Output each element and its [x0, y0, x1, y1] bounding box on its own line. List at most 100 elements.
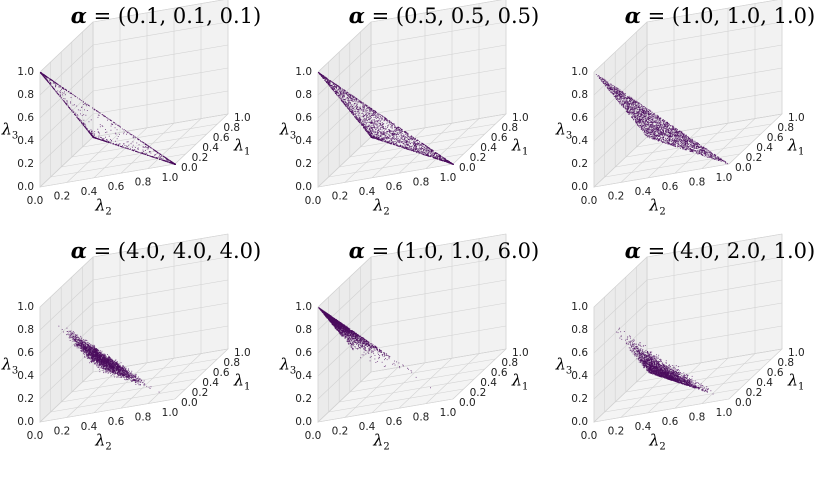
x-tick-label: 0.6: [213, 367, 230, 379]
y-tick-label: 0.6: [662, 181, 679, 193]
x-tick-label: 0.2: [746, 387, 763, 399]
y-tick-label: 0.8: [413, 412, 430, 424]
y-tick-label: 0.8: [689, 177, 706, 189]
x-tick-label: 0.8: [223, 357, 240, 369]
z-tick-label: 0.8: [295, 324, 312, 336]
y-tick-label: 0.4: [635, 186, 652, 198]
y-tick-label: 1.0: [162, 172, 179, 184]
subplot-title: α = (1.0, 1.0, 1.0): [625, 3, 815, 28]
y-tick-label: 1.0: [440, 407, 457, 419]
subplot-4: 0.00.00.20.20.20.40.40.40.60.60.60.80.80…: [1, 233, 261, 453]
y-tick-label: 0.4: [81, 186, 98, 198]
subplot-title: α = (0.1, 0.1, 0.1): [71, 3, 261, 28]
z-tick-label: 0.6: [571, 112, 588, 124]
x-tick-label: 0.4: [202, 377, 219, 389]
z-tick-label: 1.0: [295, 66, 312, 78]
y-axis-label: λ2: [372, 196, 390, 218]
tick-labels: 0.00.00.20.20.20.40.40.40.60.60.60.80.80…: [295, 66, 528, 207]
tick-labels: 0.00.00.20.20.20.40.40.40.60.60.60.80.80…: [571, 301, 804, 442]
x-tick-label: 0.8: [501, 122, 518, 134]
x-axis-label: λ1: [233, 136, 251, 158]
y-tick-label: 0.0: [27, 195, 44, 207]
subplot-title: α = (0.5, 0.5, 0.5): [349, 3, 539, 28]
y-tick-label: 0.2: [54, 190, 71, 202]
grid: [317, 233, 507, 423]
x-axis-label: λ1: [511, 136, 529, 158]
z-tick-label: 0.2: [295, 393, 312, 405]
y-axis-label: λ2: [372, 431, 390, 453]
z-tick-label: 0.8: [17, 89, 34, 101]
z-tick-label: 0.8: [295, 89, 312, 101]
y-tick-label: 1.0: [716, 407, 733, 419]
subplot-3: 0.00.00.20.20.20.40.40.40.60.60.60.80.80…: [555, 0, 815, 218]
x-tick-label: 0.8: [501, 357, 518, 369]
y-tick-label: 1.0: [440, 172, 457, 184]
y-tick-label: 0.6: [108, 181, 125, 193]
subplot-title: α = (4.0, 2.0, 1.0): [625, 238, 815, 263]
x-tick-label: 1.0: [512, 347, 529, 359]
y-tick-label: 0.2: [608, 190, 625, 202]
z-tick-label: 1.0: [295, 301, 312, 313]
y-tick-label: 0.6: [386, 416, 403, 428]
x-tick-label: 0.0: [181, 162, 198, 174]
y-tick-label: 0.2: [332, 425, 349, 437]
y-tick-label: 0.6: [108, 416, 125, 428]
y-tick-label: 0.0: [581, 430, 598, 442]
z-tick-label: 0.8: [571, 89, 588, 101]
tick-labels: 0.00.00.20.20.20.40.40.40.60.60.60.80.80…: [17, 66, 250, 207]
subplot-6: 0.00.00.20.20.20.40.40.40.60.60.60.80.80…: [555, 233, 815, 453]
z-axis-label: λ3: [555, 355, 573, 377]
x-axis-label: λ1: [787, 136, 805, 158]
scatter-points: [40, 72, 176, 165]
z-tick-label: 1.0: [17, 66, 34, 78]
scatter-points: [318, 72, 454, 165]
subplot-1: 0.00.00.20.20.20.40.40.40.60.60.60.80.80…: [1, 0, 261, 218]
x-tick-label: 0.8: [777, 357, 794, 369]
x-axis-label: λ1: [511, 371, 529, 393]
y-tick-label: 0.4: [635, 421, 652, 433]
y-tick-label: 0.4: [81, 421, 98, 433]
x-tick-label: 0.2: [470, 387, 487, 399]
z-tick-label: 1.0: [17, 301, 34, 313]
z-tick-label: 0.6: [295, 112, 312, 124]
y-tick-label: 0.8: [689, 412, 706, 424]
y-tick-label: 0.6: [662, 416, 679, 428]
tick-labels: 0.00.00.20.20.20.40.40.40.60.60.60.80.80…: [295, 301, 528, 442]
x-tick-label: 0.2: [192, 387, 209, 399]
y-tick-label: 0.8: [135, 412, 152, 424]
z-tick-label: 0.6: [17, 112, 34, 124]
z-tick-label: 1.0: [571, 301, 588, 313]
z-tick-label: 0.8: [571, 324, 588, 336]
z-axis-label: λ3: [555, 120, 573, 142]
y-axis-label: λ2: [94, 431, 112, 453]
grid: [593, 233, 783, 423]
z-axis-label: λ3: [279, 120, 297, 142]
z-tick-label: 0.2: [17, 393, 34, 405]
z-tick-label: 0.0: [295, 181, 312, 193]
y-tick-label: 0.2: [54, 425, 71, 437]
z-tick-label: 0.0: [571, 181, 588, 193]
y-tick-label: 0.4: [359, 186, 376, 198]
x-axis-label: λ1: [787, 371, 805, 393]
x-tick-label: 1.0: [788, 347, 805, 359]
x-tick-label: 0.4: [202, 142, 219, 154]
y-tick-label: 0.2: [332, 190, 349, 202]
z-axis-label: λ3: [279, 355, 297, 377]
y-tick-label: 0.8: [413, 177, 430, 189]
z-tick-label: 0.2: [17, 158, 34, 170]
z-tick-label: 0.4: [295, 370, 312, 382]
z-tick-label: 0.2: [571, 393, 588, 405]
z-tick-label: 0.6: [571, 347, 588, 359]
z-tick-label: 0.2: [571, 158, 588, 170]
x-tick-label: 1.0: [512, 112, 529, 124]
z-tick-label: 0.4: [295, 135, 312, 147]
y-tick-label: 0.0: [581, 195, 598, 207]
y-tick-label: 0.0: [27, 430, 44, 442]
z-tick-label: 0.0: [17, 181, 34, 193]
y-tick-label: 0.6: [386, 181, 403, 193]
y-axis-label: λ2: [648, 431, 666, 453]
grid: [39, 233, 229, 423]
x-tick-label: 0.0: [735, 162, 752, 174]
scatter-points: [58, 325, 160, 393]
